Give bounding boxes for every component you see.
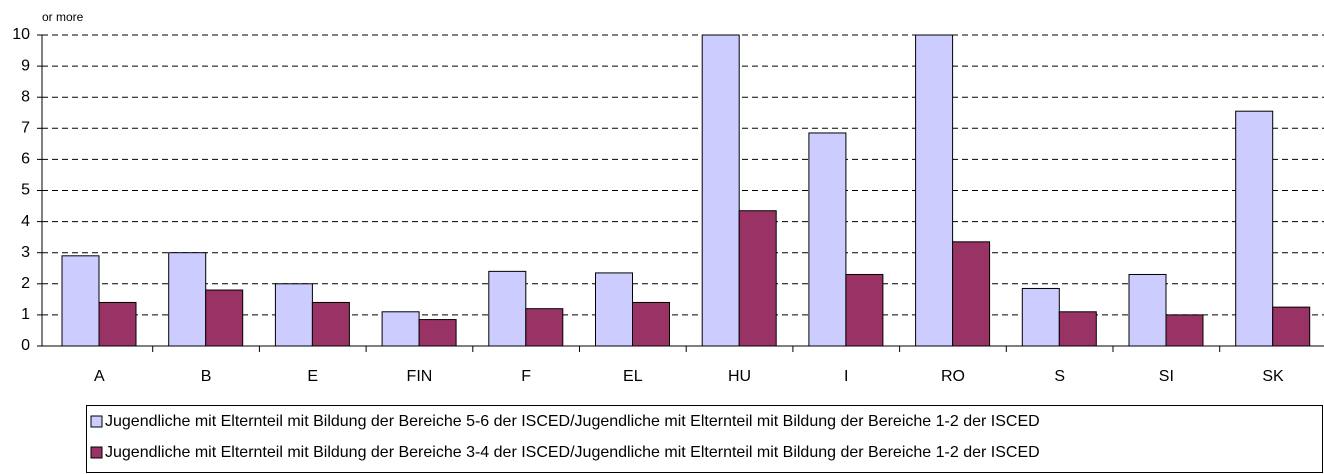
legend-label: Jugendliche mit Elternteil mit Bildung d… <box>105 444 1040 461</box>
bar <box>632 301 670 347</box>
y-tick-label: 9 <box>21 57 30 74</box>
bar <box>915 34 954 347</box>
bar <box>381 311 420 347</box>
bar <box>205 289 244 347</box>
bar <box>525 308 564 347</box>
bar <box>1058 311 1097 347</box>
legend-swatch <box>90 415 103 428</box>
y-tick-label: 6 <box>21 151 30 168</box>
x-tick-label: SI <box>1159 368 1174 385</box>
bar <box>845 273 884 347</box>
bar <box>1021 287 1060 347</box>
y-tick-label: 2 <box>21 275 30 292</box>
x-tick-label: I <box>844 368 848 385</box>
bar <box>168 252 207 347</box>
bar <box>1165 314 1204 347</box>
y-tick-label: 3 <box>21 244 30 261</box>
annotation: or more <box>42 10 84 24</box>
bar <box>1272 306 1311 347</box>
bar <box>61 255 100 347</box>
bar <box>808 132 847 347</box>
bar <box>311 301 350 347</box>
x-tick-label: S <box>1054 368 1065 385</box>
y-tick-label: 1 <box>21 306 30 323</box>
y-tick-label: 5 <box>21 182 30 199</box>
bar <box>595 272 633 347</box>
x-tick-label: A <box>94 368 105 385</box>
x-tick-label: RO <box>941 368 965 385</box>
x-tick-label: E <box>307 368 318 385</box>
legend-swatch <box>90 446 103 459</box>
bar <box>1128 273 1167 347</box>
y-tick-label: 8 <box>21 88 30 105</box>
bar <box>952 241 991 347</box>
bar <box>488 270 527 347</box>
bar <box>1235 110 1274 347</box>
x-tick-label: SK <box>1262 368 1284 385</box>
bar <box>738 210 777 347</box>
x-tick-label: EL <box>623 368 643 385</box>
legend <box>86 405 1323 473</box>
y-tick-label: 10 <box>12 26 30 43</box>
bar <box>418 319 457 347</box>
x-tick-label: F <box>521 368 531 385</box>
bar <box>701 34 740 347</box>
bar <box>274 283 313 347</box>
x-tick-label: B <box>201 368 212 385</box>
legend-label: Jugendliche mit Elternteil mit Bildung d… <box>105 413 1040 430</box>
x-tick-label: HU <box>728 368 751 385</box>
y-tick-label: 0 <box>21 337 30 354</box>
bar <box>98 301 137 347</box>
y-tick-label: 7 <box>21 120 30 137</box>
x-tick-label: FIN <box>407 368 433 385</box>
y-tick-label: 4 <box>21 213 30 230</box>
